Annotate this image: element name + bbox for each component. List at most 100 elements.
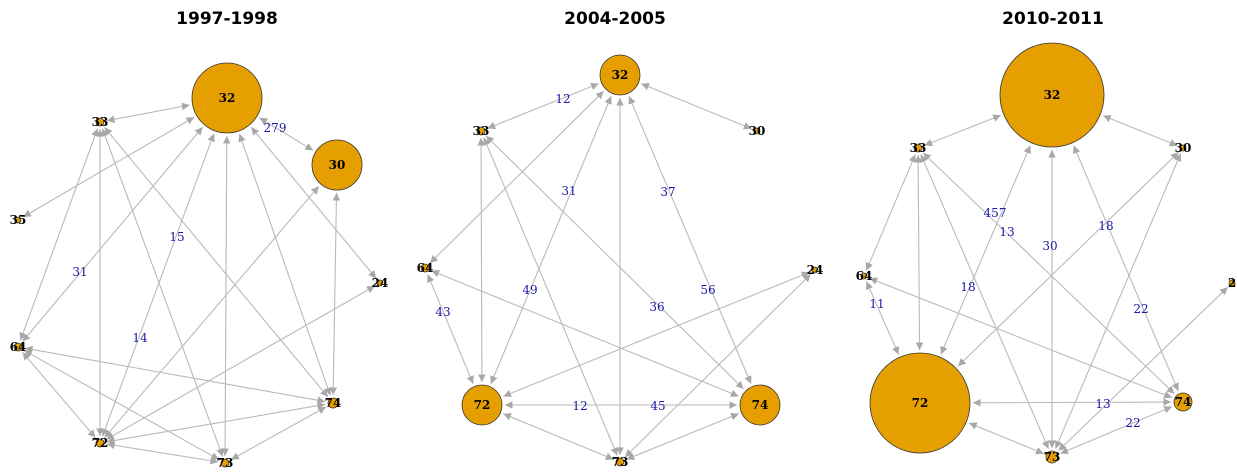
edge	[101, 133, 215, 437]
node-label: 33	[910, 141, 927, 155]
edge	[19, 128, 99, 341]
node-label: 30	[1175, 141, 1192, 155]
edge-label: 13	[999, 225, 1014, 239]
edge-label: 56	[700, 283, 715, 297]
panel-title: 2004-2005	[564, 9, 666, 29]
edge-label: 279	[264, 121, 287, 135]
node	[191, 62, 263, 134]
node-label: 74	[1175, 395, 1192, 409]
node	[913, 143, 923, 153]
edge	[626, 413, 739, 461]
edge-label: 18	[960, 280, 975, 294]
node	[1179, 144, 1187, 152]
edge	[477, 137, 486, 383]
edge	[24, 345, 326, 405]
edge	[957, 151, 1180, 367]
edge-label: 457	[984, 206, 1007, 220]
node	[1045, 450, 1059, 464]
edge	[483, 137, 618, 456]
node	[869, 352, 971, 454]
edge	[1060, 406, 1173, 455]
edge-label: 15	[169, 230, 184, 244]
node-label: 24	[372, 276, 389, 290]
node-label: 33	[92, 115, 109, 129]
node	[220, 458, 230, 468]
node-label: 64	[10, 340, 27, 354]
edge	[106, 102, 190, 124]
edge-label: 12	[572, 399, 587, 413]
edge	[624, 273, 812, 458]
edge	[1054, 153, 1182, 449]
node	[753, 127, 761, 135]
node	[999, 42, 1105, 148]
edge-label: 31	[72, 265, 87, 279]
node-label: 72	[474, 398, 491, 412]
node-label: 74	[325, 396, 342, 410]
node	[327, 397, 339, 409]
edge-label: 22	[1125, 416, 1140, 430]
node	[420, 263, 430, 273]
node-label: 24	[807, 263, 824, 277]
edge	[106, 401, 326, 445]
edge	[1073, 145, 1179, 392]
node	[1173, 392, 1193, 412]
panel-title: 1997-1998	[176, 9, 278, 29]
edge	[105, 285, 376, 441]
node-label: 64	[417, 261, 434, 275]
edge	[104, 127, 329, 398]
edge	[1058, 286, 1229, 452]
edge	[329, 192, 341, 396]
node-label: 73	[1044, 450, 1061, 464]
node-label: 35	[10, 213, 27, 227]
edge	[104, 185, 320, 439]
node-label: 64	[856, 269, 873, 283]
edge-label: 43	[435, 305, 450, 319]
node	[811, 266, 819, 274]
edge-label: 31	[561, 184, 576, 198]
edge	[230, 406, 327, 461]
panel-title: 2010-2011	[1002, 9, 1104, 29]
edge	[1102, 114, 1178, 147]
node-label: 74	[752, 398, 769, 412]
edge-label: 11	[869, 297, 884, 311]
node	[739, 384, 781, 426]
edge	[641, 83, 752, 130]
edge	[924, 114, 1002, 147]
node-label: 30	[749, 124, 766, 138]
edge-label: 45	[650, 399, 665, 413]
edge	[22, 351, 96, 439]
edge	[922, 152, 1175, 395]
node-label: 73	[217, 456, 234, 470]
node	[476, 126, 486, 136]
edge	[865, 154, 916, 271]
node	[14, 216, 22, 224]
node	[860, 272, 868, 280]
edge-label: 36	[649, 300, 664, 314]
node-label: 30	[329, 158, 346, 172]
edge	[865, 281, 900, 355]
edge	[628, 95, 752, 385]
edge-label: 22	[1133, 302, 1148, 316]
edge-label: 12	[555, 92, 570, 106]
edge	[487, 82, 599, 130]
node-label: 72	[912, 396, 929, 410]
node-label: 73	[612, 455, 629, 469]
edge	[503, 271, 810, 398]
node	[461, 384, 503, 426]
edge	[968, 422, 1044, 455]
edge	[940, 145, 1031, 355]
edge	[427, 274, 474, 384]
edge	[431, 270, 739, 397]
edge	[972, 398, 1172, 407]
node	[13, 342, 23, 352]
node	[615, 457, 625, 467]
edge-label: 13	[1095, 397, 1110, 411]
edge-label: 14	[132, 331, 148, 345]
node-label: 32	[612, 68, 629, 82]
edge	[106, 441, 219, 465]
edge	[914, 154, 924, 351]
node-label: 32	[1044, 88, 1061, 102]
node	[95, 117, 105, 127]
node-label: 72	[92, 436, 109, 450]
